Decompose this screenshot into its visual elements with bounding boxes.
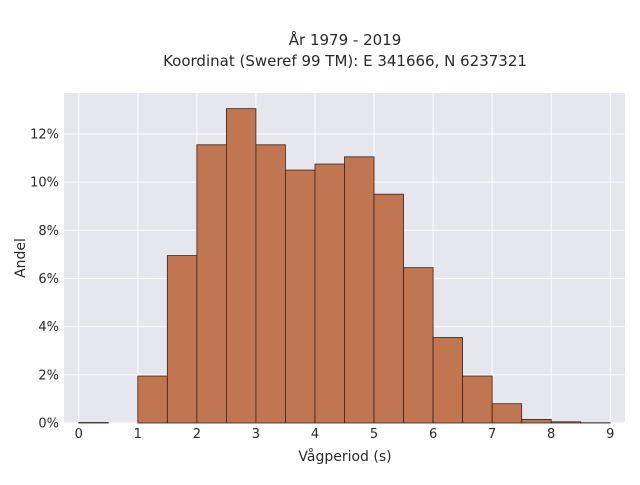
x-tick-label: 5: [370, 427, 378, 442]
histogram-bar: [167, 256, 197, 423]
x-tick-labels: 0 1 2 3 4 5 6 7 8 9: [75, 427, 615, 442]
y-tick-label: 8%: [38, 224, 59, 239]
y-tick-label: 4%: [38, 320, 59, 335]
histogram-bar: [404, 268, 434, 423]
x-tick-label: 4: [311, 427, 319, 442]
y-axis-title: Andel: [13, 238, 29, 278]
y-tick-label: 12%: [30, 127, 59, 142]
y-tick-label: 2%: [38, 368, 59, 383]
histogram-bar: [345, 157, 375, 423]
y-tick-label: 6%: [38, 272, 59, 287]
x-tick-label: 3: [252, 427, 260, 442]
x-tick-label: 9: [606, 427, 614, 442]
y-tick-labels: 0% 2% 4% 6% 8% 10% 12%: [30, 127, 59, 431]
histogram-bar: [522, 419, 552, 423]
x-axis-title: Vågperiod (s): [298, 448, 391, 465]
x-tick-label: 7: [488, 427, 496, 442]
x-tick-label: 1: [134, 427, 142, 442]
x-tick-label: 0: [75, 427, 83, 442]
histogram-bar: [551, 422, 581, 423]
histogram-bar: [138, 376, 168, 423]
x-tick-label: 8: [547, 427, 555, 442]
histogram-bar: [226, 109, 256, 423]
histogram-bar: [374, 194, 404, 423]
chart-title: År 1979 - 2019: [289, 30, 402, 49]
x-tick-label: 6: [429, 427, 437, 442]
histogram-bar: [463, 376, 493, 423]
x-tick-label: 2: [193, 427, 201, 442]
histogram-bar: [285, 170, 315, 423]
histogram-bar: [256, 145, 286, 423]
histogram-bar: [315, 164, 345, 423]
histogram-bar: [433, 337, 463, 423]
histogram-bar: [492, 404, 522, 423]
chart-subtitle: Koordinat (Sweref 99 TM): E 341666, N 62…: [163, 52, 527, 70]
y-tick-label: 10%: [30, 176, 59, 191]
histogram-bar: [197, 145, 227, 423]
y-tick-label: 0%: [38, 417, 59, 432]
